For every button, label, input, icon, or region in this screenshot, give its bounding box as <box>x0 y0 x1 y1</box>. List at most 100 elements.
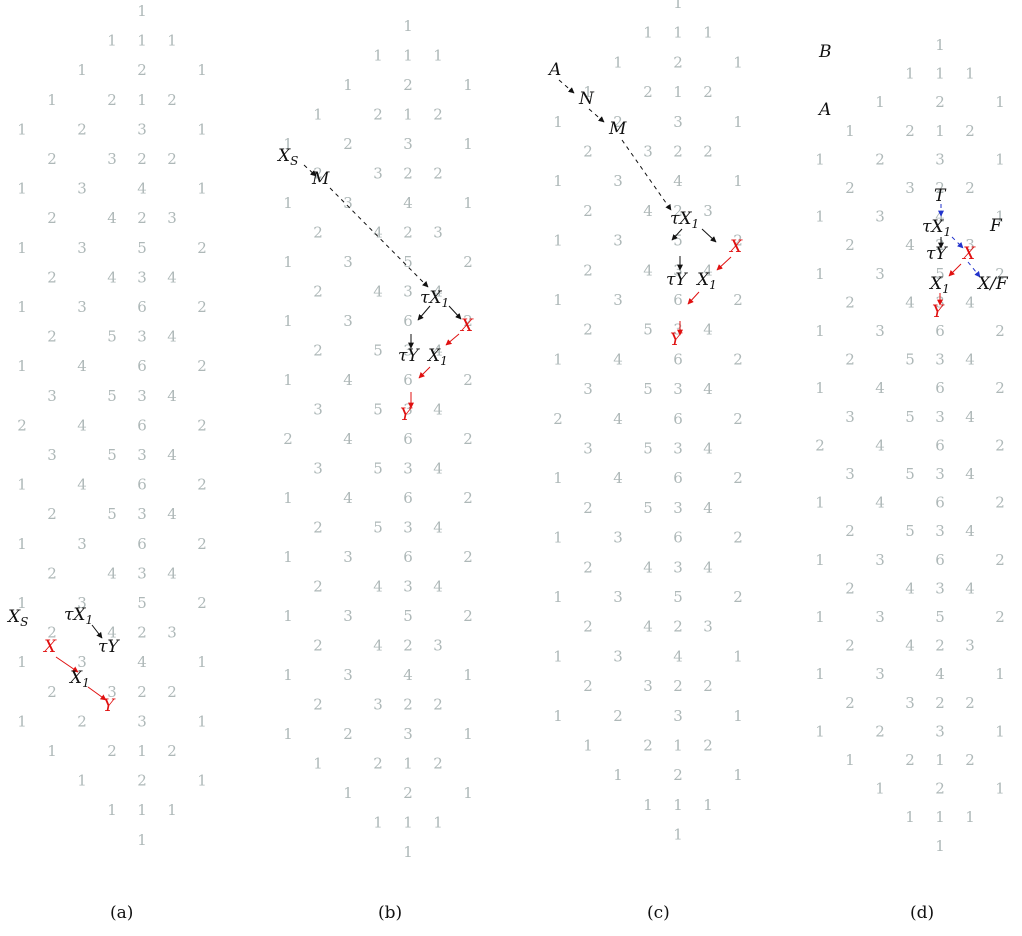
node-label-x1: X1 <box>928 274 950 296</box>
lattice-number: 2 <box>137 683 147 701</box>
lattice-number: 1 <box>995 665 1005 683</box>
lattice-number: 2 <box>313 342 323 360</box>
lattice-number: 1 <box>733 113 743 131</box>
lattice-number: 2 <box>583 499 593 517</box>
lattice-number: 2 <box>703 737 713 755</box>
lattice-number: 4 <box>433 401 443 419</box>
lattice-number: 2 <box>673 202 683 220</box>
lattice-number: 1 <box>403 755 413 773</box>
node-label-base: Y <box>400 405 413 425</box>
lattice-number: 2 <box>167 91 177 109</box>
lattice-number: 5 <box>137 594 147 612</box>
lattice-number: 6 <box>403 371 413 389</box>
lattice-number: 1 <box>935 36 945 54</box>
lattice-number: 4 <box>433 283 443 301</box>
node-label-base: X <box>459 316 474 336</box>
lattice-number: 4 <box>643 618 653 636</box>
lattice-number: 4 <box>433 460 443 478</box>
number-lattice: 11 1 11 2 11 2 1 21 2 3 12 3 2 21 3 4 12 4 2 31 3 5 22 4 3 41 3 6 22… <box>17 2 207 849</box>
lattice-number: 2 <box>343 135 353 153</box>
lattice-number: 1 <box>17 535 27 553</box>
lattice-number: 4 <box>613 469 623 487</box>
lattice-number: 2 <box>433 165 443 183</box>
lattice-number: 1 <box>17 653 27 671</box>
lattice-number: 1 <box>815 150 825 168</box>
node-label-base: τY <box>666 270 688 290</box>
red-arrow <box>687 291 700 305</box>
lattice-number: 5 <box>643 380 653 398</box>
lattice-number: 3 <box>77 594 87 612</box>
lattice-number: 3 <box>77 239 87 257</box>
lattice-number: 3 <box>313 460 323 478</box>
lattice-number: 6 <box>935 494 945 512</box>
lattice-number: 3 <box>673 380 683 398</box>
lattice-number: 2 <box>673 766 683 784</box>
lattice-number: 3 <box>403 283 413 301</box>
lattice-number: 2 <box>845 637 855 655</box>
node-label-base: X <box>6 607 21 627</box>
lattice-number: 5 <box>935 608 945 626</box>
lattice-number: 1 <box>905 65 915 83</box>
lattice-number: 2 <box>433 106 443 124</box>
lattice-number: 1 <box>283 371 293 389</box>
lattice-number: 1 <box>845 751 855 769</box>
lattice-number: 2 <box>47 268 57 286</box>
node-label-y: Y <box>103 696 116 716</box>
lattice-number: 2 <box>463 607 473 625</box>
node-label-xs: XS <box>276 146 298 168</box>
lattice-number: 2 <box>313 519 323 537</box>
lattice-number: 4 <box>137 180 147 198</box>
lattice-number: 4 <box>613 410 623 428</box>
lattice-number: 5 <box>373 519 383 537</box>
lattice-number: 4 <box>965 522 975 540</box>
node-label-subscript: 1 <box>709 278 717 292</box>
lattice-number: 1 <box>733 172 743 190</box>
arrow-group <box>937 204 981 306</box>
lattice-number: 1 <box>17 712 27 730</box>
node-label-base: τY <box>398 346 420 366</box>
lattice-number: 3 <box>107 683 117 701</box>
lattice-number: 2 <box>733 588 743 606</box>
lattice-number: 2 <box>845 694 855 712</box>
node-label-base: Y <box>932 302 945 322</box>
lattice-number: 3 <box>583 380 593 398</box>
lattice-number: 2 <box>463 371 473 389</box>
lattice-number: 5 <box>643 499 653 517</box>
lattice-number: 4 <box>965 465 975 483</box>
lattice-number: 2 <box>703 143 713 161</box>
lattice-number: 2 <box>845 351 855 369</box>
lattice-number: 3 <box>137 328 147 346</box>
lattice-number: 2 <box>17 416 27 434</box>
lattice-number: 4 <box>673 647 683 665</box>
lattice-number: 1 <box>343 784 353 802</box>
lattice-number: 6 <box>403 548 413 566</box>
lattice-number: 1 <box>313 755 323 773</box>
lattice-number: 1 <box>875 93 885 111</box>
lattice-number: 1 <box>283 253 293 271</box>
lattice-number: 1 <box>673 737 683 755</box>
lattice-number: 2 <box>583 677 593 695</box>
lattice-number: 2 <box>583 321 593 339</box>
lattice-number: 3 <box>875 551 885 569</box>
lattice-number: 2 <box>995 608 1005 626</box>
lattice-number: 4 <box>703 440 713 458</box>
lattice-number: 3 <box>403 401 413 419</box>
lattice-number: 3 <box>875 608 885 626</box>
node-label-subscript: 1 <box>442 296 450 310</box>
blue-arrow <box>951 236 964 249</box>
lattice-number: 4 <box>343 371 353 389</box>
lattice-number: 3 <box>935 722 945 740</box>
lattice-number: 5 <box>403 607 413 625</box>
node-label-a: A <box>547 60 561 80</box>
lattice-number: 3 <box>673 558 683 576</box>
lattice-number: 4 <box>643 558 653 576</box>
lattice-number: 1 <box>583 83 593 101</box>
node-label-base: Y <box>103 696 116 716</box>
lattice-number: 3 <box>643 143 653 161</box>
node-label-y: Y <box>932 302 945 322</box>
lattice-number: 1 <box>935 837 945 855</box>
node-label-x: X <box>961 244 976 264</box>
lattice-number: 2 <box>875 722 885 740</box>
lattice-number: 5 <box>643 440 653 458</box>
lattice-number: 1 <box>553 350 563 368</box>
